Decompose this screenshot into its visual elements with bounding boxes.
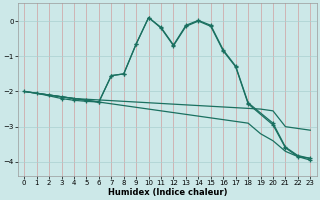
X-axis label: Humidex (Indice chaleur): Humidex (Indice chaleur) <box>108 188 227 197</box>
